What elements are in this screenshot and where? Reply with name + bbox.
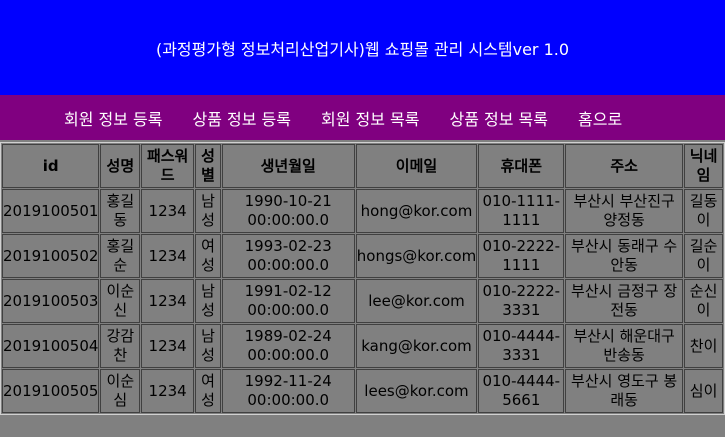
- cell-birthdate: 1991-02-12 00:00:00.0: [221, 279, 355, 323]
- cell-password: 1234: [141, 234, 195, 278]
- cell-birthdate: 1993-02-23 00:00:00.0: [221, 234, 355, 278]
- nav-home-link[interactable]: 홈으로: [578, 109, 623, 129]
- cell-email: lee@kor.com: [355, 279, 478, 323]
- cell-name: 이순심: [100, 369, 141, 413]
- cell-id: 2019100505: [2, 369, 100, 413]
- cell-email: lees@kor.com: [355, 369, 478, 413]
- cell-birthdate: 1989-02-24 00:00:00.0: [221, 324, 355, 368]
- table-row: 2019100504 강감찬 1234 남성 1989-02-24 00:00:…: [2, 324, 723, 368]
- cell-id: 2019100501: [2, 189, 100, 233]
- cell-nickname: 순신이: [684, 279, 723, 323]
- cell-email: hongs@kor.com: [355, 234, 478, 278]
- cell-id: 2019100503: [2, 279, 100, 323]
- col-header-email: 이메일: [355, 144, 478, 188]
- cell-gender: 여성: [195, 369, 221, 413]
- cell-birthdate: 1992-11-24 00:00:00.0: [221, 369, 355, 413]
- cell-address: 부산시 해운대구 반송동: [565, 324, 684, 368]
- nav-member-register-link[interactable]: 회원 정보 등록: [64, 109, 163, 129]
- col-header-gender: 성별: [195, 144, 221, 188]
- cell-email: hong@kor.com: [355, 189, 478, 233]
- col-header-nickname: 닉네임: [684, 144, 723, 188]
- table-row: 2019100503 이순신 1234 남성 1991-02-12 00:00:…: [2, 279, 723, 323]
- table-header-row: id 성명 패스워드 성별 생년월일 이메일 휴대폰 주소 닉네임: [2, 144, 723, 188]
- col-header-address: 주소: [565, 144, 684, 188]
- cell-gender: 남성: [195, 189, 221, 233]
- cell-nickname: 찬이: [684, 324, 723, 368]
- cell-phone: 010-2222-1111: [478, 234, 565, 278]
- cell-nickname: 길순이: [684, 234, 723, 278]
- cell-password: 1234: [141, 279, 195, 323]
- col-header-phone: 휴대폰: [478, 144, 565, 188]
- member-table: id 성명 패스워드 성별 생년월일 이메일 휴대폰 주소 닉네임 201910…: [0, 142, 725, 415]
- col-header-id: id: [2, 144, 100, 188]
- col-header-birthdate: 생년월일: [221, 144, 355, 188]
- cell-password: 1234: [141, 189, 195, 233]
- col-header-name: 성명: [100, 144, 141, 188]
- cell-gender: 여성: [195, 234, 221, 278]
- cell-gender: 남성: [195, 324, 221, 368]
- cell-address: 부산시 동래구 수안동: [565, 234, 684, 278]
- cell-birthdate: 1990-10-21 00:00:00.0: [221, 189, 355, 233]
- cell-address: 부산시 금정구 장전동: [565, 279, 684, 323]
- table-row: 2019100505 이순심 1234 여성 1992-11-24 00:00:…: [2, 369, 723, 413]
- cell-phone: 010-4444-3331: [478, 324, 565, 368]
- cell-id: 2019100504: [2, 324, 100, 368]
- cell-name: 강감찬: [100, 324, 141, 368]
- cell-address: 부산시 부산진구 양정동: [565, 189, 684, 233]
- cell-phone: 010-2222-3331: [478, 279, 565, 323]
- page-header: (과정평가형 정보처리산업기사)웹 쇼핑몰 관리 시스템ver 1.0: [0, 0, 725, 95]
- table-row: 2019100502 홍길순 1234 여성 1993-02-23 00:00:…: [2, 234, 723, 278]
- cell-name: 홍길순: [100, 234, 141, 278]
- content-area: id 성명 패스워드 성별 생년월일 이메일 휴대폰 주소 닉네임 201910…: [0, 140, 725, 437]
- cell-name: 홍길동: [100, 189, 141, 233]
- cell-password: 1234: [141, 369, 195, 413]
- nav-member-list-link[interactable]: 회원 정보 목록: [321, 109, 420, 129]
- cell-nickname: 길동이: [684, 189, 723, 233]
- cell-nickname: 심이: [684, 369, 723, 413]
- cell-email: kang@kor.com: [355, 324, 478, 368]
- cell-name: 이순신: [100, 279, 141, 323]
- cell-gender: 남성: [195, 279, 221, 323]
- nav-product-register-link[interactable]: 상품 정보 등록: [192, 109, 292, 129]
- nav-bar: 회원 정보 등록 상품 정보 등록 회원 정보 목록 상품 정보 목록 홈으로: [0, 95, 725, 140]
- page-title: (과정평가형 정보처리산업기사)웹 쇼핑몰 관리 시스템ver 1.0: [155, 39, 570, 59]
- col-header-password: 패스워드: [141, 144, 195, 188]
- cell-password: 1234: [141, 324, 195, 368]
- table-row: 2019100501 홍길동 1234 남성 1990-10-21 00:00:…: [2, 189, 723, 233]
- cell-address: 부산시 영도구 봉래동: [565, 369, 684, 413]
- cell-id: 2019100502: [2, 234, 100, 278]
- cell-phone: 010-1111-1111: [478, 189, 565, 233]
- cell-phone: 010-4444-5661: [478, 369, 565, 413]
- nav-product-list-link[interactable]: 상품 정보 목록: [449, 109, 549, 129]
